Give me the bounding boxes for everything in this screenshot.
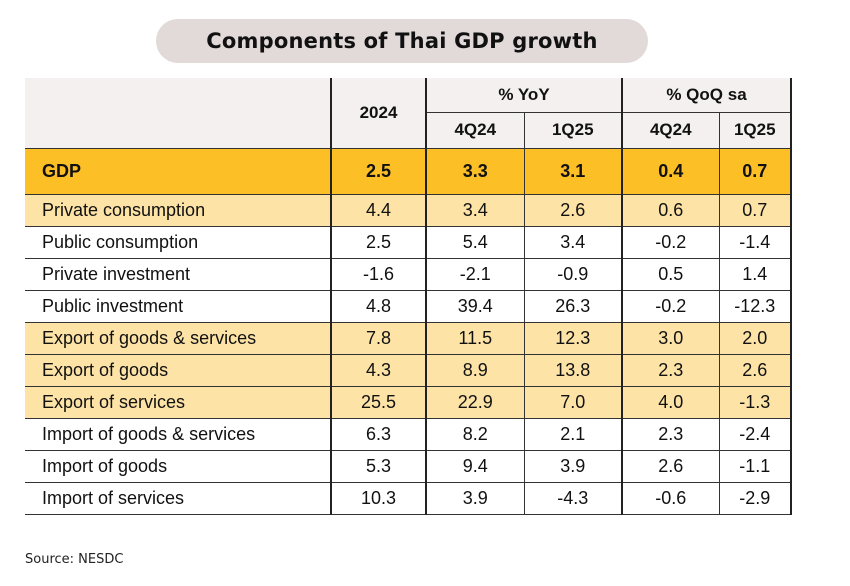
value-qoq-4q24: 0.6 [622, 194, 720, 227]
row-label: Public consumption [25, 226, 332, 259]
table-row: Export of goods 4.3 8.9 13.8 2.3 2.6 [25, 354, 792, 387]
value-2024: 2.5 [331, 226, 427, 259]
row-label: Import of goods & services [25, 418, 332, 451]
value-yoy-4q24: 39.4 [426, 290, 525, 323]
value-2024: 4.8 [331, 290, 427, 323]
value-yoy-1q25: -4.3 [524, 482, 623, 515]
table-row: Export of services 25.5 22.9 7.0 4.0 -1.3 [25, 386, 792, 419]
table-row: Public consumption 2.5 5.4 3.4 -0.2 -1.4 [25, 226, 792, 259]
table-row-gdp: GDP 2.5 3.3 3.1 0.4 0.7 [25, 147, 792, 195]
value-yoy-1q25: 3.4 [524, 226, 623, 259]
row-label: Import of services [25, 482, 332, 515]
value-qoq-4q24: 3.0 [622, 322, 720, 355]
value-yoy-4q24: -2.1 [426, 258, 525, 291]
value-2024: 6.3 [331, 418, 427, 451]
value-yoy-4q24: 8.9 [426, 354, 525, 387]
value-qoq-1q25: -2.9 [719, 482, 792, 515]
header-yoy-1q25: 1Q25 [524, 112, 623, 148]
value-qoq-4q24: 2.3 [622, 354, 720, 387]
table-row: Import of goods & services 6.3 8.2 2.1 2.3 -2… [25, 418, 792, 451]
value-yoy-1q25: 2.1 [524, 418, 623, 451]
header-group-qoq: % QoQ sa [622, 78, 792, 113]
header-yoy-4q24: 4Q24 [426, 112, 525, 148]
value-qoq-1q25: 1.4 [719, 258, 792, 291]
value-yoy-4q24: 3.9 [426, 482, 525, 515]
value-yoy-4q24: 5.4 [426, 226, 525, 259]
row-label: Private consumption [25, 194, 332, 227]
value-qoq-4q24: 4.0 [622, 386, 720, 419]
table-row: Private consumption 4.4 3.4 2.6 0.6 0.7 [25, 194, 792, 227]
value-qoq-1q25: -1.3 [719, 386, 792, 419]
table-row: Private investment -1.6 -2.1 -0.9 0.5 1.4 [25, 258, 792, 291]
value-qoq-1q25: -1.4 [719, 226, 792, 259]
value-qoq-1q25: 0.7 [719, 147, 792, 195]
value-yoy-4q24: 22.9 [426, 386, 525, 419]
value-2024: 4.3 [331, 354, 427, 387]
value-yoy-4q24: 3.4 [426, 194, 525, 227]
value-yoy-4q24: 3.3 [426, 147, 525, 195]
row-label: Export of services [25, 386, 332, 419]
row-label: Private investment [25, 258, 332, 291]
value-qoq-4q24: 2.6 [622, 450, 720, 483]
row-label: Public investment [25, 290, 332, 323]
value-2024: 5.3 [331, 450, 427, 483]
value-qoq-1q25: 2.6 [719, 354, 792, 387]
value-qoq-4q24: 0.4 [622, 147, 720, 195]
header-year-2024: 2024 [330, 78, 427, 148]
header-qoq-4q24: 4Q24 [622, 112, 720, 148]
row-label: GDP [25, 147, 332, 195]
value-yoy-1q25: 12.3 [524, 322, 623, 355]
row-label: Import of goods [25, 450, 332, 483]
value-qoq-4q24: 2.3 [622, 418, 720, 451]
value-yoy-1q25: -0.9 [524, 258, 623, 291]
row-label: Export of goods [25, 354, 332, 387]
value-yoy-4q24: 11.5 [426, 322, 525, 355]
header-group-yoy: % YoY [426, 78, 623, 113]
value-qoq-1q25: 0.7 [719, 194, 792, 227]
value-2024: 7.8 [331, 322, 427, 355]
value-qoq-1q25: -12.3 [719, 290, 792, 323]
table-title: Components of Thai GDP growth [156, 19, 648, 63]
value-yoy-1q25: 7.0 [524, 386, 623, 419]
value-yoy-1q25: 13.8 [524, 354, 623, 387]
value-yoy-1q25: 3.9 [524, 450, 623, 483]
value-qoq-1q25: -1.1 [719, 450, 792, 483]
value-2024: 25.5 [331, 386, 427, 419]
value-2024: 4.4 [331, 194, 427, 227]
header-qoq-1q25: 1Q25 [719, 112, 792, 148]
value-2024: -1.6 [331, 258, 427, 291]
value-yoy-1q25: 3.1 [524, 147, 623, 195]
source-note: Source: NESDC [25, 552, 124, 567]
value-qoq-4q24: -0.2 [622, 226, 720, 259]
value-2024: 10.3 [331, 482, 427, 515]
value-yoy-4q24: 9.4 [426, 450, 525, 483]
value-qoq-1q25: -2.4 [719, 418, 792, 451]
value-2024: 2.5 [331, 147, 427, 195]
table-row: Public investment 4.8 39.4 26.3 -0.2 -12.3 [25, 290, 792, 323]
value-qoq-1q25: 2.0 [719, 322, 792, 355]
header-row-quarters: 4Q24 1Q25 4Q24 1Q25 [25, 112, 792, 148]
table-row: Import of goods 5.3 9.4 3.9 2.6 -1.1 [25, 450, 792, 483]
value-qoq-4q24: -0.6 [622, 482, 720, 515]
table-row: Export of goods & services 7.8 11.5 12.3 3.0… [25, 322, 792, 355]
header-corner [25, 78, 331, 148]
value-yoy-1q25: 2.6 [524, 194, 623, 227]
gdp-components-table: 2024 % YoY % QoQ sa 4Q24 1Q25 4Q24 1Q25 … [25, 78, 792, 515]
value-yoy-4q24: 8.2 [426, 418, 525, 451]
table-body: GDP 2.5 3.3 3.1 0.4 0.7 Private consumption 4.4… [25, 147, 792, 515]
value-yoy-1q25: 26.3 [524, 290, 623, 323]
table-row: Import of services 10.3 3.9 -4.3 -0.6 -2.9 [25, 482, 792, 515]
value-qoq-4q24: -0.2 [622, 290, 720, 323]
row-label: Export of goods & services [25, 322, 332, 355]
header-row-groups: 2024 % YoY % QoQ sa [25, 78, 792, 148]
value-qoq-4q24: 0.5 [622, 258, 720, 291]
